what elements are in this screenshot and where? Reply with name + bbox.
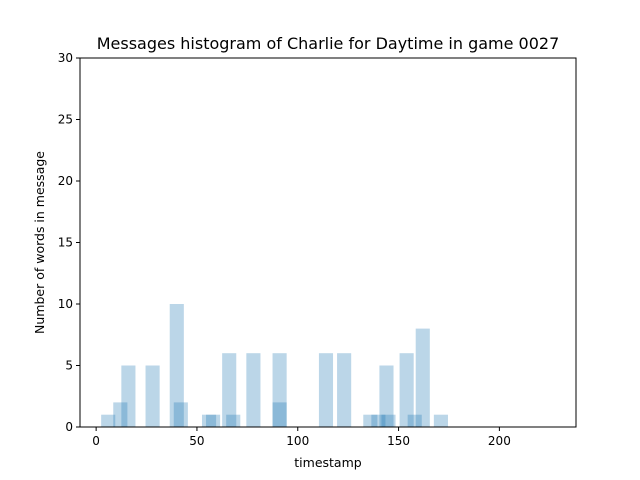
histogram-bar-15 <box>363 414 378 427</box>
histogram-bar-9 <box>226 414 241 427</box>
histogram-bar-5 <box>173 402 188 427</box>
y-tick-label: 30 <box>58 51 73 65</box>
histogram-bar-8 <box>222 353 237 427</box>
histogram-bar-12 <box>272 402 287 427</box>
histogram-bar-7 <box>206 414 221 427</box>
histogram-bar-16 <box>371 414 386 427</box>
histogram-bar-1 <box>113 402 128 427</box>
histogram-bar-11 <box>272 353 287 427</box>
y-tick-label: 20 <box>58 174 73 188</box>
x-tick-label: 200 <box>488 434 511 448</box>
histogram-bar-0 <box>101 414 116 427</box>
x-tick-label: 150 <box>387 434 410 448</box>
x-tick-label: 0 <box>92 434 100 448</box>
x-axis-ticks: 0 50 100 150 200 <box>92 427 511 448</box>
histogram-bar-20 <box>407 414 422 427</box>
chart-title: Messages histogram of Charlie for Daytim… <box>97 34 560 53</box>
histogram-bar-6 <box>201 414 217 427</box>
histogram-bar-4 <box>169 304 184 427</box>
y-tick-label: 0 <box>65 420 73 434</box>
x-tick-label: 50 <box>189 434 204 448</box>
x-tick-label: 100 <box>286 434 309 448</box>
y-tick-label: 5 <box>65 359 73 373</box>
histogram-bar-3 <box>145 365 160 427</box>
x-axis-label: timestamp <box>294 455 361 470</box>
histogram-bar-22 <box>433 414 448 427</box>
histogram-bar-2 <box>121 365 136 427</box>
histogram-bar-17 <box>379 365 394 427</box>
histogram-bar-18 <box>381 414 396 427</box>
y-axis-label: Number of words in message <box>32 151 47 334</box>
histogram-bar-10 <box>246 353 261 427</box>
y-axis-ticks: 0 5 10 15 20 25 30 <box>58 51 80 434</box>
y-tick-label: 10 <box>58 297 73 311</box>
histogram-bar-14 <box>337 353 352 427</box>
y-tick-label: 15 <box>58 236 73 250</box>
histogram-bar-19 <box>399 353 414 427</box>
histogram-bar-13 <box>318 353 334 427</box>
bars-group <box>101 304 448 427</box>
y-tick-label: 25 <box>58 113 73 127</box>
histogram-bar-21 <box>415 328 430 427</box>
